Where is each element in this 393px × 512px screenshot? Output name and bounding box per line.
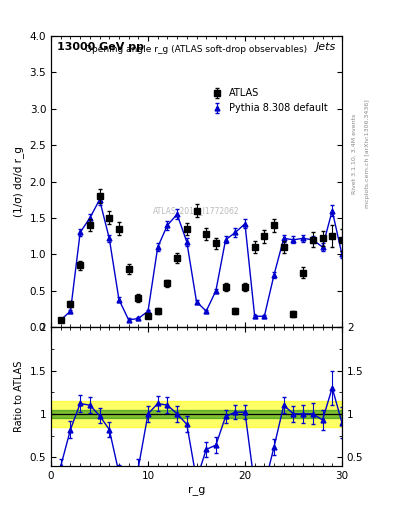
Text: Opening angle r_g (ATLAS soft-drop observables): Opening angle r_g (ATLAS soft-drop obser… bbox=[85, 45, 308, 54]
Y-axis label: (1/σ) dσ/d r_g: (1/σ) dσ/d r_g bbox=[13, 146, 24, 217]
Text: mcplots.cern.ch [arXiv:1306.3436]: mcplots.cern.ch [arXiv:1306.3436] bbox=[365, 99, 371, 208]
Text: Rivet 3.1.10, 3.4M events: Rivet 3.1.10, 3.4M events bbox=[352, 114, 357, 194]
Text: ATLAS_2019_I1772062: ATLAS_2019_I1772062 bbox=[153, 206, 240, 215]
Text: 13000 GeV pp: 13000 GeV pp bbox=[57, 41, 144, 52]
Y-axis label: Ratio to ATLAS: Ratio to ATLAS bbox=[14, 361, 24, 432]
Text: Jets: Jets bbox=[316, 41, 336, 52]
Bar bbox=[51, 410, 342, 418]
X-axis label: r_g: r_g bbox=[188, 486, 205, 496]
Legend: ATLAS, Pythia 8.308 default: ATLAS, Pythia 8.308 default bbox=[206, 84, 331, 117]
Bar bbox=[51, 401, 342, 427]
